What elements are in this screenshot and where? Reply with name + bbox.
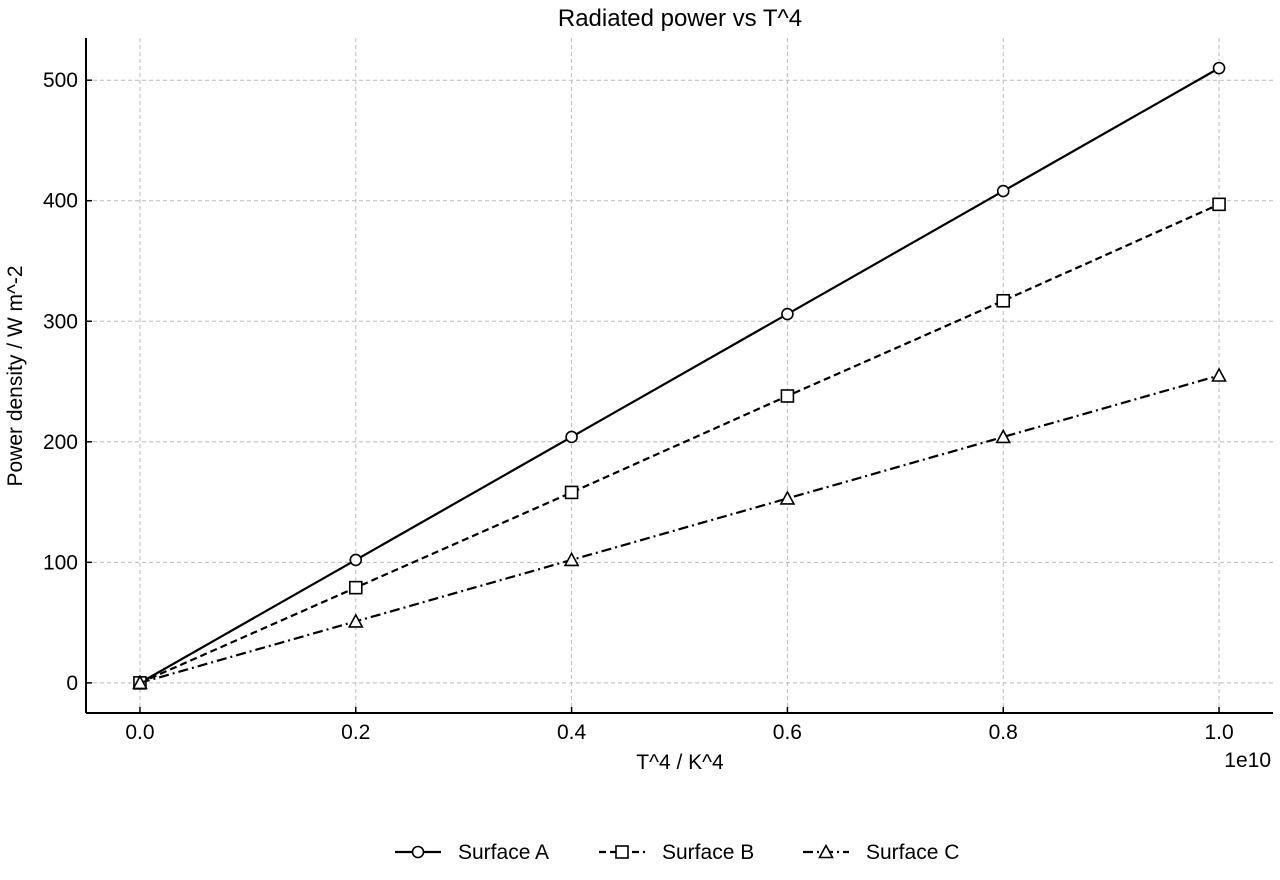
data-point	[1212, 197, 1226, 212]
series-layer	[132, 61, 1227, 690]
legend-marker	[615, 845, 629, 859]
y-tick-label: 100	[43, 551, 78, 574]
y-tick-label: 200	[43, 431, 78, 454]
data-point	[995, 428, 1012, 444]
x-ticks: 0.0 0.2 0.4 0.6 0.8 1.0	[125, 707, 1234, 744]
data-point	[565, 430, 578, 444]
series-1	[133, 61, 1226, 690]
series-line	[139, 67, 1220, 684]
data-point	[779, 490, 796, 505]
data-point	[563, 551, 580, 567]
legend: Surface A Surface B Surface C	[395, 841, 959, 864]
y-ticks: 0 100 200 300 400 500	[43, 69, 92, 695]
y-tick-label: 300	[43, 310, 78, 333]
data-point	[348, 580, 363, 595]
x-tick-label: 0.0	[125, 721, 154, 744]
data-point	[1211, 367, 1227, 382]
data-point	[1212, 61, 1226, 75]
data-point	[781, 307, 794, 321]
chart-title: Radiated power vs T^4	[558, 5, 802, 32]
x-axis-label: T^4 / K^4	[636, 751, 724, 774]
legend-marker	[411, 845, 425, 859]
series-line	[139, 203, 1220, 684]
legend-item: Surface A	[395, 841, 549, 864]
legend-label: Surface A	[458, 841, 549, 864]
legend-label: Surface B	[662, 841, 754, 864]
y-tick-label: 500	[43, 69, 78, 92]
y-tick-label: 400	[43, 190, 78, 213]
data-point	[564, 485, 579, 500]
legend-item: Surface C	[803, 841, 959, 864]
data-point	[347, 613, 364, 628]
data-point	[996, 184, 1010, 198]
y-tick-label: 0	[66, 672, 78, 695]
data-point	[996, 293, 1011, 308]
x-tick-label: 0.6	[773, 721, 802, 744]
legend-marker	[818, 843, 834, 859]
legend-label: Surface C	[866, 841, 959, 864]
series-2	[133, 197, 1226, 690]
y-axis-label: Power density / W m^-2	[4, 265, 27, 486]
x-scale-label: 1e10	[1224, 749, 1271, 772]
data-point	[349, 553, 363, 567]
x-tick-label: 0.8	[989, 721, 1018, 744]
series-3	[132, 367, 1227, 690]
legend-item: Surface B	[599, 841, 754, 864]
x-tick-label: 0.2	[341, 721, 370, 744]
series-line	[139, 374, 1220, 684]
x-tick-label: 1.0	[1204, 721, 1233, 744]
data-point	[132, 674, 148, 690]
data-point	[780, 389, 795, 403]
x-tick-label: 0.4	[557, 721, 587, 744]
